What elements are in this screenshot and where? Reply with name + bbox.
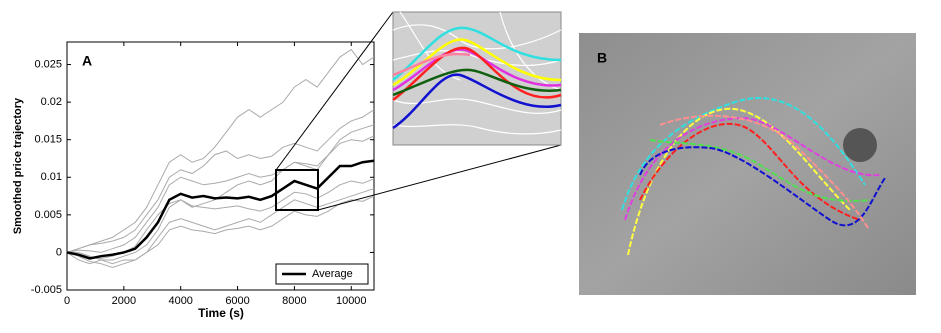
panel-label: A [82, 53, 92, 69]
average-line [67, 159, 374, 260]
trajectory-line [67, 48, 374, 253]
zoom-connector [317, 144, 562, 211]
zoom-box [275, 169, 319, 211]
inset-colored-lines [392, 26, 562, 130]
x-tick-label: 6000 [225, 295, 249, 307]
trajectory-line [67, 109, 374, 253]
y-tick-label: 0.02 [41, 96, 62, 108]
y-tick-label: 0.005 [34, 209, 62, 221]
trajectory-line [67, 135, 374, 253]
trajectory-line [67, 195, 374, 268]
y-tick-label: 0.01 [41, 171, 62, 183]
panel-label: B [597, 50, 607, 66]
plot-area [66, 41, 375, 291]
panel-b-image: B [579, 33, 916, 295]
y-tick-label: 0.025 [34, 58, 62, 70]
inset-bg [392, 11, 562, 146]
zoom-inset [392, 11, 562, 146]
trajectory-line [67, 124, 374, 265]
dark-spot [843, 128, 877, 162]
x-tick-label: 4000 [168, 295, 192, 307]
y-tick-label: -0.005 [31, 284, 62, 296]
trajectory-line [67, 188, 374, 265]
trajectories [621, 97, 886, 256]
legend-box [275, 263, 369, 285]
x-tick-label: 0 [64, 295, 70, 307]
x-axis-label: Time (s) [198, 306, 244, 320]
y-tick-label: 0.015 [34, 134, 62, 146]
x-tick-label: 10000 [336, 295, 367, 307]
x-tick-label: 8000 [282, 295, 306, 307]
legend-label: Average [312, 268, 353, 280]
series-group [67, 48, 374, 268]
y-axis-label: Smoothed price trajectory [12, 97, 24, 234]
zoom-connector [275, 11, 394, 171]
x-tick-label: 2000 [112, 295, 136, 307]
y-tick-label: 0 [56, 246, 62, 258]
